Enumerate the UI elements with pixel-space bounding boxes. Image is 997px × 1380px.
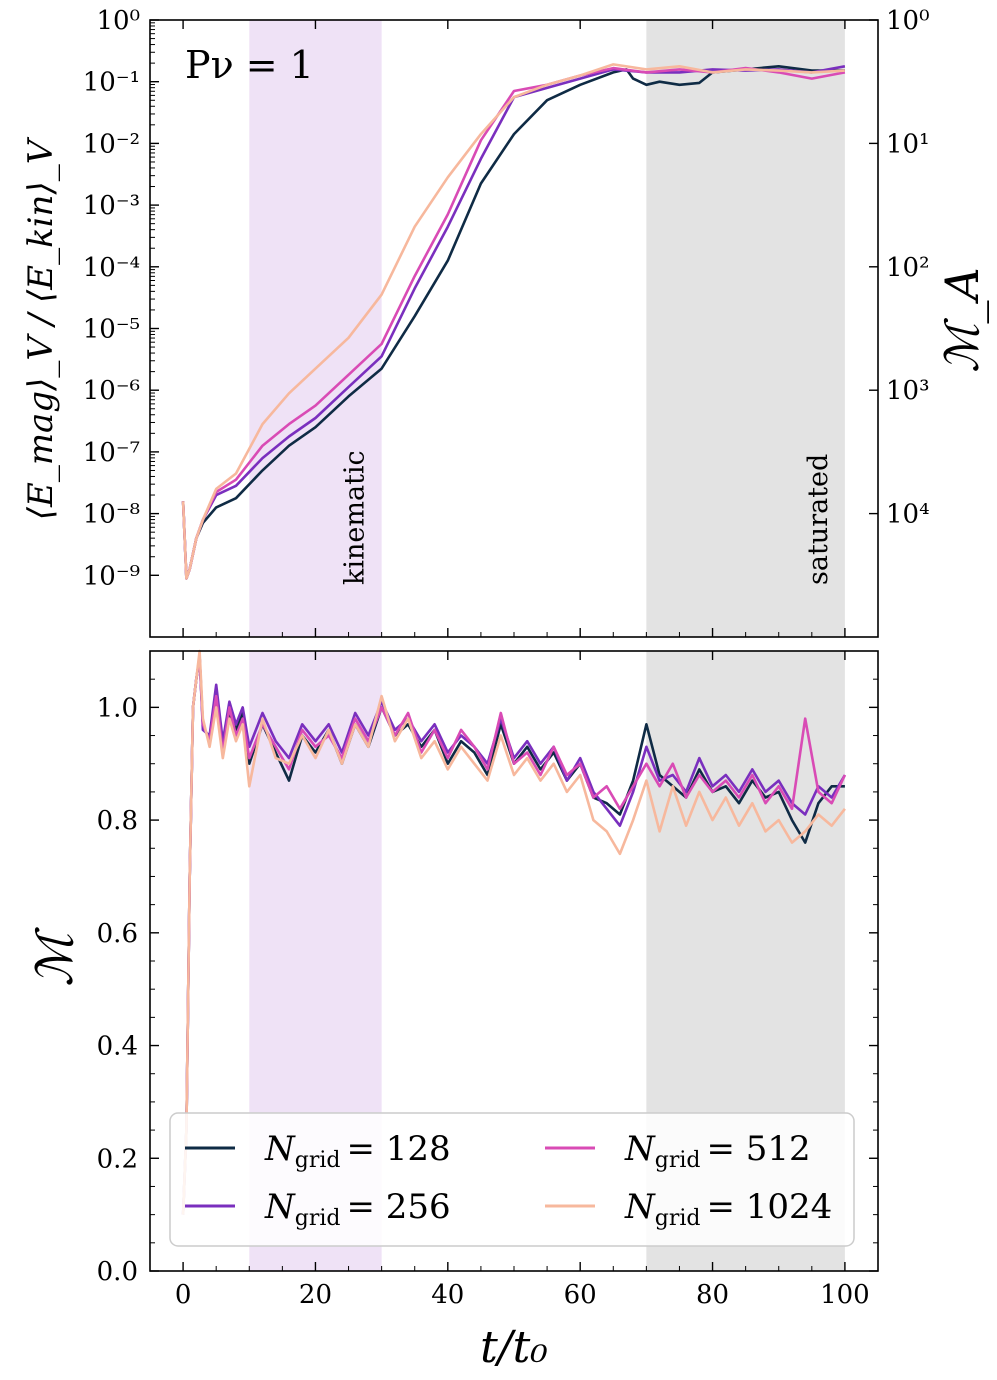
top-ytick-label: 10⁻⁷ xyxy=(83,438,140,468)
top-ytick-label: 10⁰ xyxy=(96,6,140,36)
right-ytick-label: 10³ xyxy=(886,376,930,406)
right-ytick-label: 10⁰ xyxy=(886,6,930,36)
xtick-label: 20 xyxy=(299,1280,332,1310)
legend-label: Ngrid = 128 xyxy=(264,1129,451,1173)
bottom-ytick-label: 0.0 xyxy=(97,1257,138,1287)
xtick-label: 80 xyxy=(696,1280,729,1310)
top-ytick-label: 10⁻⁶ xyxy=(83,376,140,406)
energy-series-0 xyxy=(181,65,845,580)
saturated-band-top xyxy=(646,20,845,637)
xtick-label: 100 xyxy=(820,1280,870,1310)
xtick-label: 0 xyxy=(175,1280,192,1310)
legend-label: Ngrid = 1024 xyxy=(624,1187,832,1231)
right-ytick-label: 10⁴ xyxy=(886,500,930,530)
right-ytick-label: 10¹ xyxy=(886,129,930,159)
bottom-y-axis-label: ℳ xyxy=(26,927,84,987)
right-ytick-label: 10² xyxy=(886,253,930,283)
bottom-ytick-label: 0.4 xyxy=(97,1032,138,1062)
top-ytick-label: 10⁻³ xyxy=(83,191,140,221)
saturated-band-label: saturated xyxy=(803,454,834,585)
top-ytick-label: 10⁻⁹ xyxy=(83,561,140,591)
energy-series-3 xyxy=(181,63,845,580)
top-y-axis-label: ⟨E_mag⟩_V / ⟨E_kin⟩_V xyxy=(21,136,61,520)
bottom-ytick-label: 0.2 xyxy=(97,1144,138,1174)
top-ytick-label: 10⁻¹ xyxy=(83,68,140,98)
mach-series-2 xyxy=(181,655,847,1215)
right-y-axis-label: ℳ_A xyxy=(935,267,989,372)
legend: Ngrid = 128 Ngrid = 256 Ngrid = 512 Ngrid = 102… xyxy=(169,1112,855,1247)
bottom-panel: 0.0 0.2 0.4 0.6 0.8 1.0 0 20 40 60 80 100 ℳ Ngrid = … xyxy=(26,649,879,1310)
top-ytick-label: 10⁻⁴ xyxy=(83,253,140,283)
x-axis-label: t/t₀ xyxy=(480,1322,548,1373)
legend-box xyxy=(169,1112,855,1247)
mach-series-3 xyxy=(181,649,846,1215)
legend-label: Ngrid = 256 xyxy=(264,1187,451,1231)
top-ytick-label: 10⁻⁵ xyxy=(83,315,140,345)
kinematic-band-label: kinematic xyxy=(340,450,371,585)
bottom-ytick-label: 0.8 xyxy=(97,806,138,836)
top-panel: kinematic saturated 10⁻⁹ 10⁻⁸ 10⁻⁷ 10⁻⁶ 10⁻⁵ 1… xyxy=(21,6,989,638)
bottom-ytick-label: 1.0 xyxy=(97,693,138,723)
kinematic-band-top xyxy=(249,20,382,637)
pnu-annotation: Pν = 1 xyxy=(185,43,314,87)
top-ytick-label: 10⁻² xyxy=(83,129,140,159)
xtick-label: 40 xyxy=(431,1280,464,1310)
bottom-ytick-label: 0.6 xyxy=(97,919,138,949)
xtick-label: 60 xyxy=(564,1280,597,1310)
legend-label: Ngrid = 512 xyxy=(624,1129,811,1173)
top-ytick-label: 10⁻⁸ xyxy=(83,500,140,530)
